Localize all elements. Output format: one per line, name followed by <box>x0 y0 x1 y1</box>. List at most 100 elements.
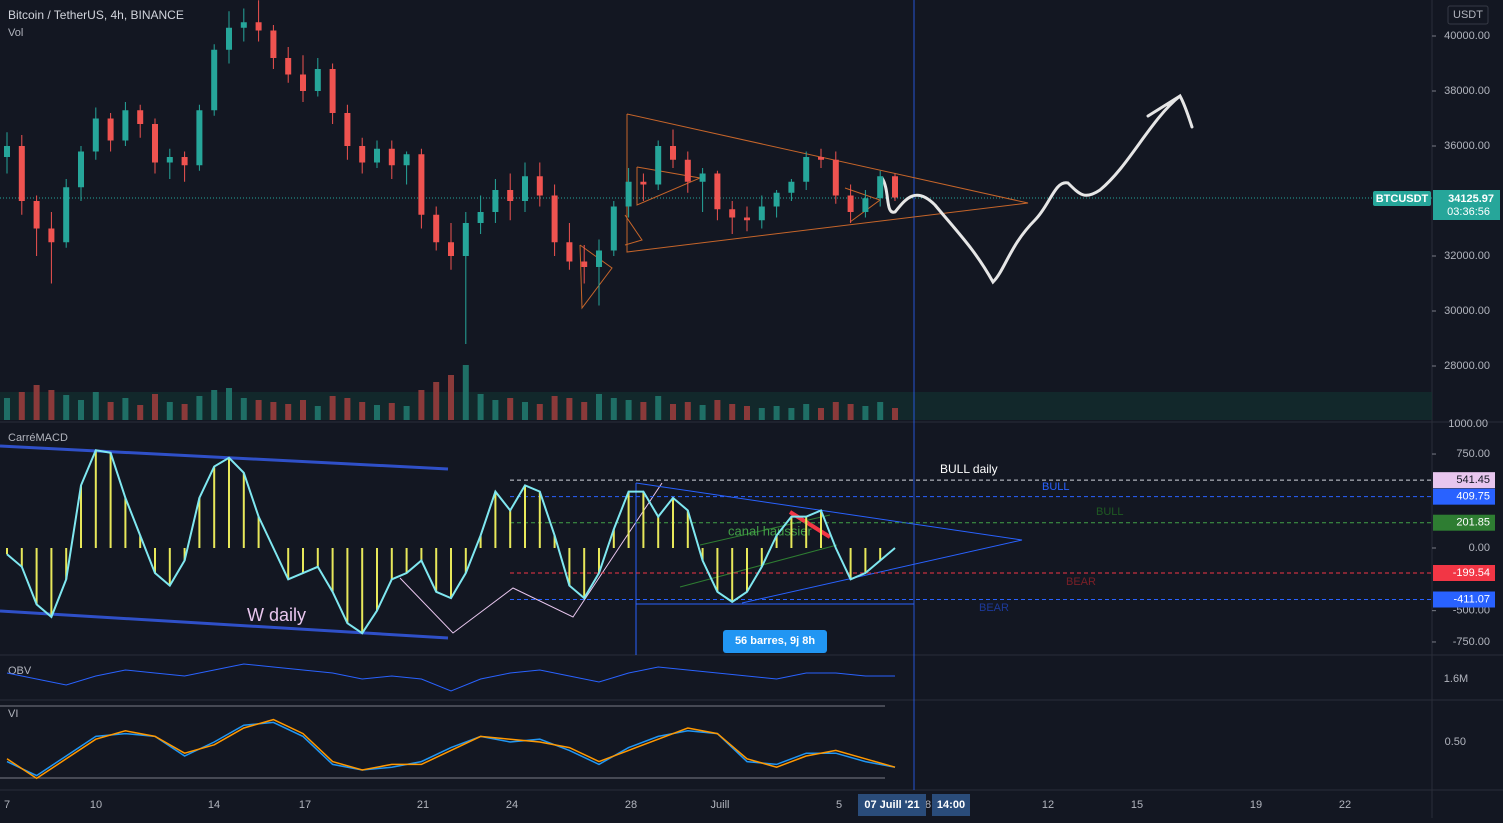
vi-label: VI <box>8 708 18 720</box>
volume-bar <box>255 400 262 420</box>
volume-bar <box>152 394 158 420</box>
volume-bar <box>788 408 795 420</box>
candle-body <box>536 176 543 196</box>
volume-bar <box>137 405 144 420</box>
candle-body <box>285 58 292 75</box>
ticker-box <box>1373 191 1431 206</box>
candle-body <box>507 190 514 201</box>
volume-bar <box>581 402 588 420</box>
volume-bar <box>211 390 218 420</box>
projection-drawing <box>880 93 1194 285</box>
time-label: 15 <box>1131 799 1143 811</box>
level-box <box>1433 472 1495 489</box>
volume-bar <box>507 398 514 420</box>
volume-bar <box>729 404 736 420</box>
candle-body <box>788 181 795 193</box>
time-label: 12 <box>1042 799 1054 811</box>
candle-body <box>4 146 10 157</box>
countdown: 03:36:56 <box>1447 206 1490 218</box>
bull-label: BULL <box>1042 481 1070 493</box>
candle-body <box>122 110 129 141</box>
volume-bar <box>418 390 425 420</box>
volume-bar <box>773 406 780 420</box>
volume-bar <box>18 392 25 420</box>
volume-bar <box>33 385 40 420</box>
candle-body <box>211 49 218 111</box>
volume-bar <box>166 402 173 420</box>
volume-bar <box>226 388 232 420</box>
candle-body <box>226 27 232 50</box>
cursor-time-box <box>932 794 970 816</box>
price-tick-label: 40000.00 <box>1444 30 1490 42</box>
volume-bar <box>477 394 484 420</box>
bear-label: BEAR <box>979 602 1009 614</box>
candle-body <box>240 22 247 28</box>
candle-body <box>758 206 765 221</box>
volume-bar <box>640 402 647 420</box>
trend-line <box>0 444 449 471</box>
time-label: Juill <box>711 799 730 811</box>
price-tick-label: 30000.00 <box>1444 305 1490 317</box>
candle-body <box>448 242 454 256</box>
candle-body <box>581 261 588 267</box>
volume-bar <box>625 400 632 420</box>
candle-body <box>477 212 484 223</box>
candle-body <box>92 118 99 152</box>
series: 40000.00 38000.00 36000.00 32000.00 30000.00… <box>4 0 1495 811</box>
bull-label: BULL <box>1096 506 1124 518</box>
vi-tick-label: 0.50 <box>1445 736 1466 748</box>
volume-bar <box>433 382 440 420</box>
macd-tick-label: 750.00 <box>1456 448 1490 460</box>
volume-bar <box>4 398 10 420</box>
price-tick-label: 36000.00 <box>1444 140 1490 152</box>
volume-tick: 1000.00 <box>1448 418 1488 430</box>
candle-body <box>610 206 617 251</box>
level-label: -411.07 <box>1454 593 1491 605</box>
candle-body <box>63 187 70 243</box>
volume-bar <box>492 400 499 420</box>
time-label: 17 <box>299 799 311 811</box>
currency[interactable]: USDT <box>1453 9 1483 21</box>
volume-bar <box>699 405 706 420</box>
volume-bar <box>314 406 321 420</box>
candle-body <box>196 110 203 166</box>
price-tick-label: 38000.00 <box>1444 85 1490 97</box>
candle-body <box>300 74 306 91</box>
volume-bar <box>714 400 721 420</box>
time-label: 28 <box>625 799 637 811</box>
level-box <box>1433 565 1495 582</box>
volume-bar <box>403 406 410 420</box>
candle-body <box>818 157 824 160</box>
macd-line <box>6 449 896 635</box>
candle-body <box>699 173 706 182</box>
time-label: 7 <box>4 799 10 811</box>
time-label: 24 <box>506 799 518 811</box>
candle-body <box>522 176 528 201</box>
level-box <box>1433 488 1495 505</box>
volume-bar <box>610 398 617 420</box>
level-label: 409.75 <box>1456 491 1490 503</box>
volume-bar <box>877 402 884 420</box>
volume-bar <box>92 392 99 420</box>
volume-bar <box>359 402 366 420</box>
volume-bar <box>78 400 84 420</box>
volume-bar <box>847 404 854 420</box>
currency-box[interactable] <box>1447 5 1489 25</box>
candle-body <box>877 176 884 199</box>
volume-bar <box>892 408 898 420</box>
ticker: BTCUSDT <box>1376 193 1429 205</box>
level-box <box>1433 591 1495 608</box>
level-label: -199.54 <box>1453 567 1490 579</box>
volume-bar <box>744 406 750 420</box>
candle-body <box>329 69 336 113</box>
candle-body <box>655 146 662 185</box>
level-label: 201.85 <box>1456 517 1490 529</box>
candle-body <box>33 201 40 229</box>
volume-bar <box>329 396 336 420</box>
triangle <box>636 166 702 206</box>
volume-bar <box>566 398 573 420</box>
volume-bar <box>107 402 114 420</box>
obv-tick: 1.6M <box>1444 673 1468 685</box>
volume-bar <box>374 405 380 420</box>
candle-body <box>137 110 144 124</box>
